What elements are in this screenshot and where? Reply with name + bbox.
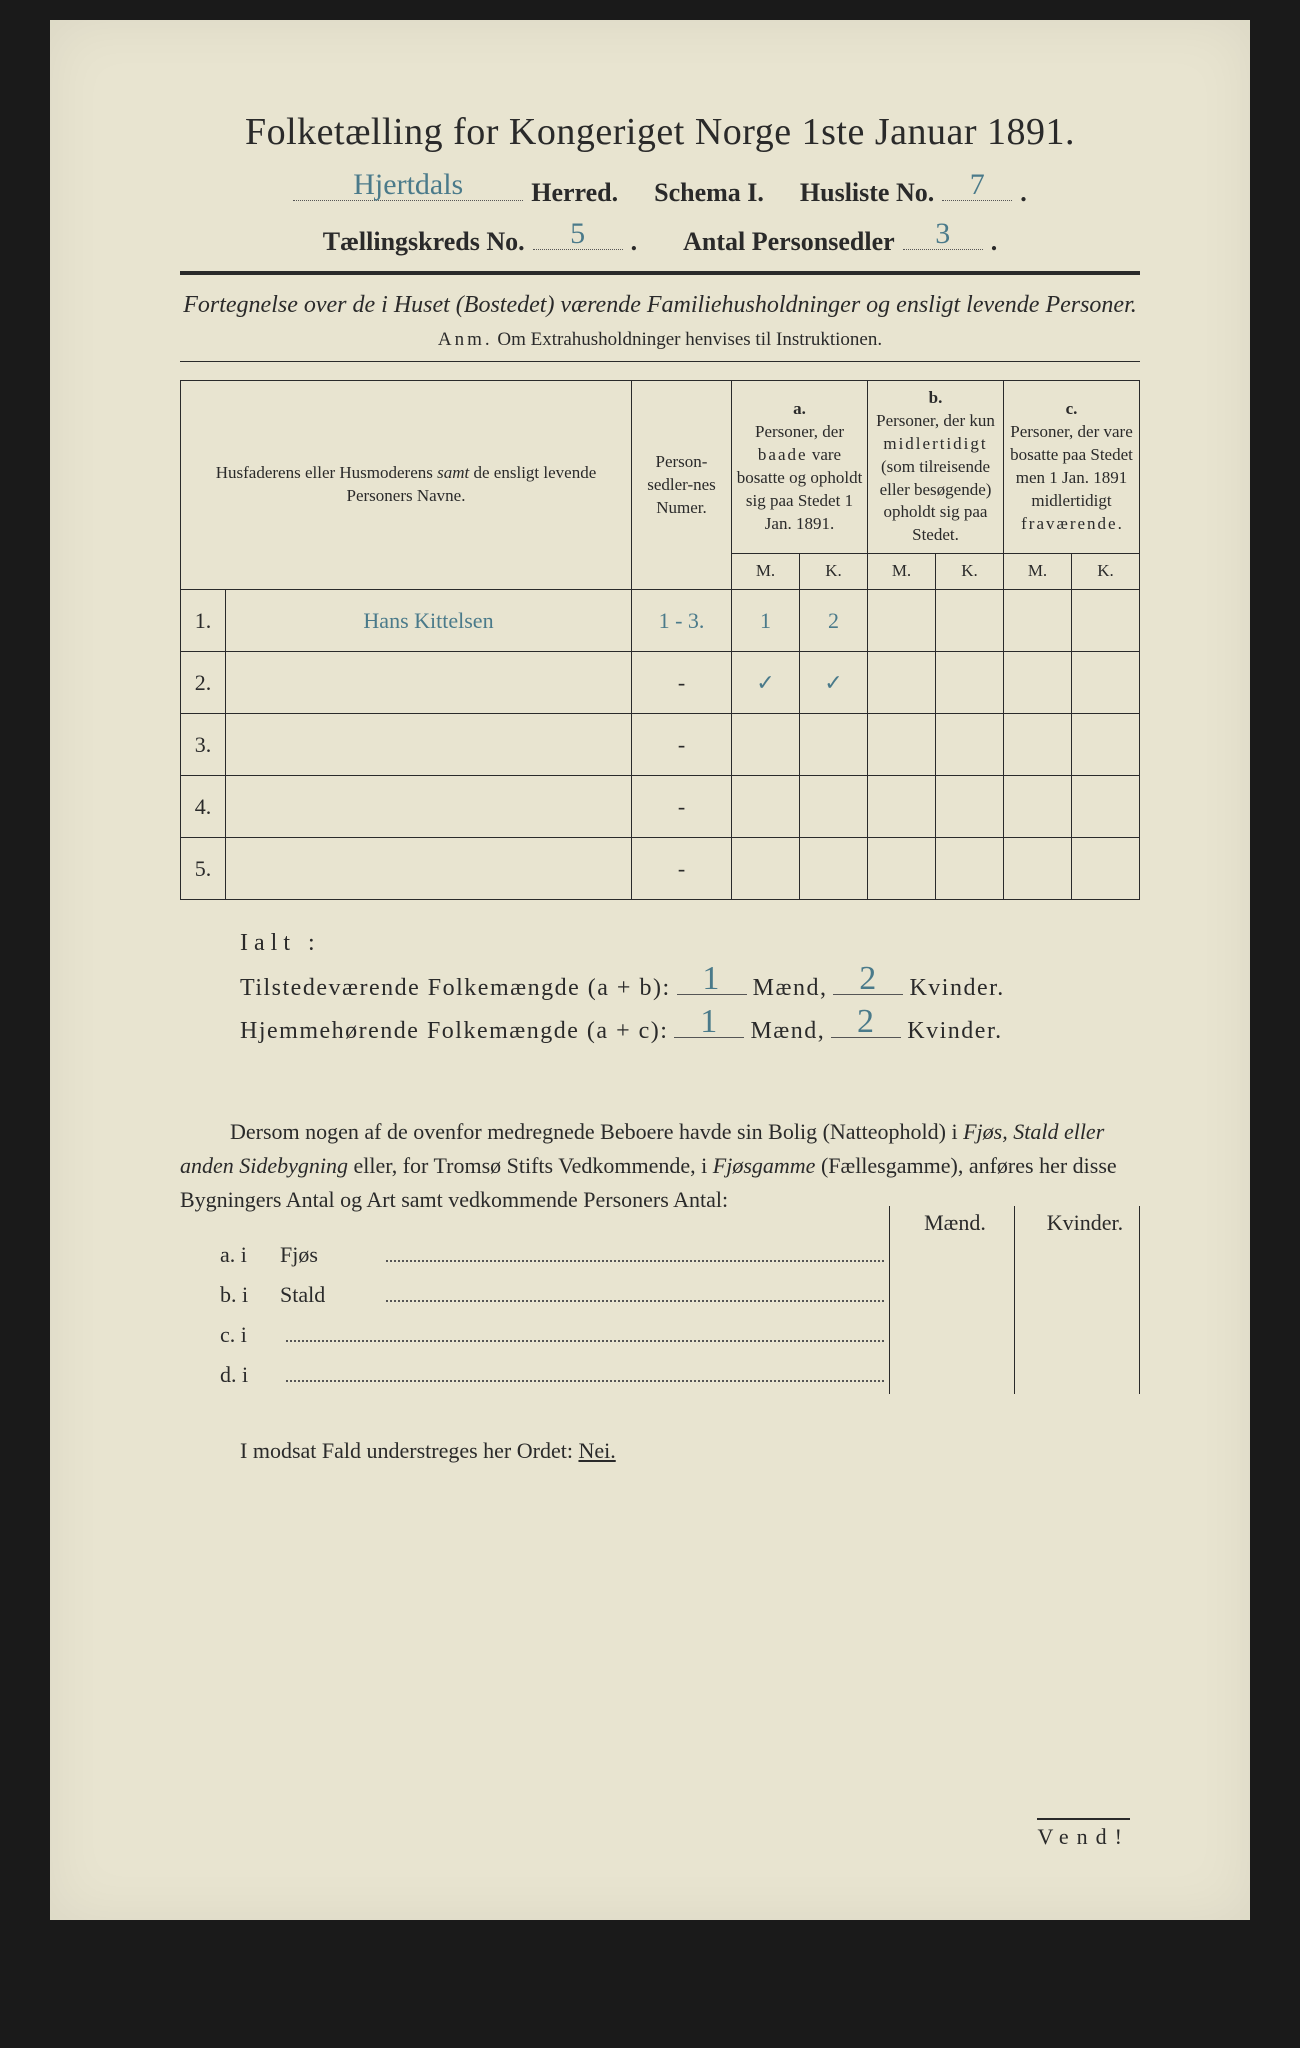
husliste-value: 7 [970, 168, 985, 202]
husliste-label: Husliste No. [800, 178, 934, 208]
herred-field: Hjertdals [293, 172, 523, 201]
build-row: d. i [180, 1362, 1140, 1388]
vline [1139, 1206, 1140, 1394]
col-c-k: K. [1072, 554, 1140, 590]
vend-label: Vend! [1037, 1818, 1130, 1850]
annotation-line: Anm. Om Extrahusholdninger henvises til … [180, 329, 1140, 351]
col-a-m: M. [732, 554, 800, 590]
buildings-block: Mænd. Kvinder. a. i Fjøs b. i Stald c. i… [180, 1242, 1140, 1388]
census-table: Husfaderens eller Husmoderens samt de en… [180, 380, 1140, 901]
husliste-field: 7 [942, 172, 1012, 201]
herred-value: Hjertdals [353, 168, 463, 202]
col-b-m: M. [868, 554, 936, 590]
vline [889, 1206, 890, 1394]
herred-label: Herred. [531, 178, 618, 208]
nei-word: Nei. [578, 1438, 615, 1463]
col-c-m: M. [1004, 554, 1072, 590]
divider [180, 271, 1140, 275]
resident-m-field: 1 [674, 1014, 744, 1038]
kreds-field: 5 [533, 222, 623, 251]
ialt-label: Ialt : [240, 930, 1140, 957]
table-row: 4. - [181, 776, 1140, 838]
col-names-header: Husfaderens eller Husmoderens samt de en… [181, 380, 632, 590]
sedler-label: Antal Personsedler [683, 227, 895, 257]
subtitle: Fortegnelse over de i Huset (Bostedet) v… [180, 289, 1140, 323]
schema-label: Schema I. [654, 178, 764, 208]
col-b-k: K. [936, 554, 1004, 590]
census-tbody: 1. Hans Kittelsen 1 - 3. 1 2 2. - ✓ ✓ 3. [181, 590, 1140, 900]
totals-block: Ialt : Tilstedeværende Folkemængde (a + … [180, 930, 1140, 1045]
anm-text: Om Extrahusholdninger henvises til Instr… [497, 329, 882, 350]
header-line-1: Hjertdals Herred. Schema I. Husliste No.… [180, 172, 1140, 208]
build-row: a. i Fjøs [180, 1242, 1140, 1268]
total-resident-row: Hjemmehørende Folkemængde (a + c): 1 Mæn… [240, 1014, 1140, 1045]
table-row: 3. - [181, 714, 1140, 776]
build-row: c. i [180, 1322, 1140, 1348]
census-form-page: Folketælling for Kongeriget Norge 1ste J… [50, 20, 1250, 1920]
kreds-value: 5 [570, 217, 585, 251]
table-row: 2. - ✓ ✓ [181, 652, 1140, 714]
col-c-header: c. Personer, der vare bosatte paa Stedet… [1004, 380, 1140, 554]
build-row: b. i Stald [180, 1282, 1140, 1308]
sedler-field: 3 [903, 222, 983, 251]
nei-line: I modsat Fald understreges her Ordet: Ne… [180, 1438, 1140, 1464]
vline [1014, 1206, 1015, 1394]
header-line-2: Tællingskreds No. 5 . Antal Personsedler… [180, 222, 1140, 258]
page-title: Folketælling for Kongeriget Norge 1ste J… [180, 110, 1140, 154]
present-k-field: 2 [833, 971, 903, 995]
buildings-mk-header: Mænd. Kvinder. [900, 1210, 1140, 1236]
col-b-header: b. Personer, der kun midlertidigt (som t… [868, 380, 1004, 554]
sedler-value: 3 [935, 217, 950, 251]
resident-k-field: 2 [831, 1014, 901, 1038]
col-a-k: K. [800, 554, 868, 590]
divider [180, 361, 1140, 362]
total-present-row: Tilstedeværende Folkemængde (a + b): 1 M… [240, 971, 1140, 1002]
table-row: 1. Hans Kittelsen 1 - 3. 1 2 [181, 590, 1140, 652]
present-m-field: 1 [677, 971, 747, 995]
anm-label: Anm. [438, 329, 493, 350]
kreds-label: Tællingskreds No. [323, 227, 525, 257]
paragraph: Dersom nogen af de ovenfor medregnede Be… [180, 1115, 1140, 1217]
table-row: 5. - [181, 838, 1140, 900]
col-a-header: a. Personer, der baade vare bosatte og o… [732, 380, 868, 554]
col-numer-header: Person-sedler-nes Numer. [632, 380, 732, 590]
